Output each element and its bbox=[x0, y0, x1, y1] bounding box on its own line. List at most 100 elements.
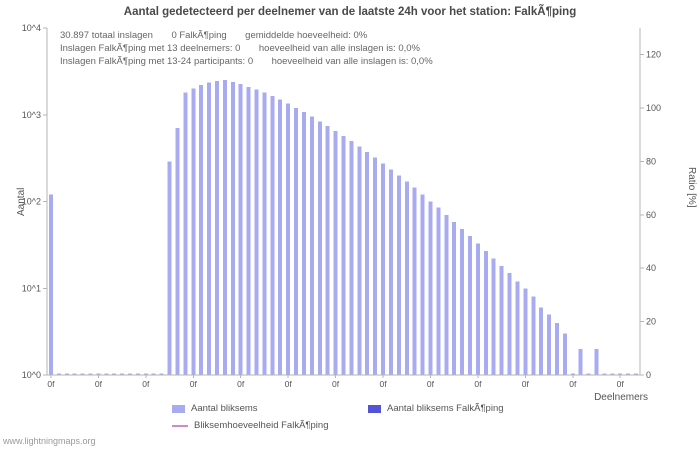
bar bbox=[199, 85, 204, 375]
chart-title: Aantal gedetecteerd per deelnemer van de… bbox=[123, 6, 577, 18]
bar bbox=[49, 194, 53, 375]
legend-label: Aantal bliksems bbox=[191, 403, 258, 414]
bar bbox=[404, 181, 409, 375]
bar bbox=[570, 373, 575, 375]
y-axis-tick: 10^0 bbox=[22, 370, 41, 380]
x-axis-tick: 0f bbox=[142, 379, 150, 389]
bar bbox=[388, 169, 393, 375]
x-axis-tick: 0f bbox=[569, 379, 577, 389]
bar bbox=[309, 116, 314, 375]
legend-item-ratio-line: Bliksemhoeveelheid FalkÃ¶ping bbox=[172, 420, 328, 431]
annotation-total: 30.897 totaal inslagen 0 FalkÃ¶ping gemi… bbox=[60, 30, 368, 41]
bar bbox=[302, 112, 306, 375]
bar bbox=[207, 82, 212, 375]
bar bbox=[634, 373, 638, 375]
x-axis-tick: 0f bbox=[47, 379, 55, 389]
bar bbox=[586, 373, 591, 375]
bar bbox=[112, 373, 117, 375]
x-axis-tick: 0f bbox=[474, 379, 482, 389]
bar bbox=[444, 214, 449, 375]
y-axis-tick: 10^3 bbox=[22, 110, 41, 120]
bar bbox=[578, 348, 583, 375]
bar bbox=[151, 373, 156, 375]
x-axis-tick: 0f bbox=[332, 379, 340, 389]
bar bbox=[143, 373, 148, 375]
x-axis-tick: 0f bbox=[427, 379, 435, 389]
bar bbox=[191, 88, 196, 375]
bar bbox=[515, 281, 520, 375]
bar bbox=[230, 81, 235, 376]
bar bbox=[460, 229, 465, 375]
bar bbox=[610, 373, 615, 375]
bar bbox=[183, 92, 188, 375]
bar bbox=[420, 194, 425, 375]
bar bbox=[539, 307, 544, 375]
y2-axis-tick: 0 bbox=[646, 370, 651, 380]
bar bbox=[373, 157, 378, 375]
bar bbox=[357, 146, 362, 375]
y2-axis-title: Ratio [%] bbox=[686, 167, 697, 208]
bar bbox=[547, 314, 552, 375]
x-axis-tick: 0f bbox=[379, 379, 387, 389]
bar bbox=[215, 81, 219, 375]
y2-axis-tick: 20 bbox=[646, 317, 656, 327]
tick-labels-group: 10^0 10^1 10^2 10^3 10^4 0 20 40 60 80 100 120 0f 0f 0… bbox=[22, 23, 661, 389]
bar bbox=[175, 128, 180, 375]
bar bbox=[396, 175, 401, 375]
bar bbox=[286, 103, 291, 376]
annotation-station-13-24: Inslagen FalkÃ¶ping met 13-24 participan… bbox=[60, 56, 433, 67]
bar bbox=[365, 152, 370, 375]
y-axis-tick: 10^1 bbox=[22, 283, 41, 293]
y-axis-title: Aantal bbox=[16, 187, 27, 216]
watermark-link[interactable]: www.lightningmaps.org bbox=[3, 436, 96, 446]
bar bbox=[135, 373, 140, 375]
bar bbox=[507, 273, 512, 375]
bar bbox=[222, 80, 227, 375]
bar bbox=[159, 373, 164, 375]
bar bbox=[475, 243, 480, 375]
bar bbox=[294, 107, 299, 376]
bar bbox=[56, 373, 61, 375]
bar bbox=[523, 288, 528, 376]
legend-item-bliksems-falkoping: Aantal bliksems FalkÃ¶ping bbox=[368, 403, 504, 414]
bar bbox=[254, 89, 259, 375]
bar bbox=[491, 258, 496, 375]
bar bbox=[341, 135, 346, 375]
bar bbox=[531, 296, 536, 375]
bar bbox=[72, 373, 77, 375]
bar bbox=[381, 163, 385, 375]
y2-axis-tick: 60 bbox=[646, 210, 656, 220]
bar bbox=[499, 266, 504, 375]
x-axis-tick: 0f bbox=[285, 379, 293, 389]
x-axis-title: Deelnemers bbox=[594, 392, 648, 403]
bar bbox=[238, 84, 243, 375]
bar bbox=[602, 373, 607, 375]
legend-swatch-ratio-line bbox=[172, 424, 188, 427]
bar bbox=[333, 131, 338, 375]
x-axis-tick: 0f bbox=[522, 379, 530, 389]
bar bbox=[626, 373, 631, 375]
annotation-station-13: Inslagen FalkÃ¶ping met 13 deelnemers: 0… bbox=[60, 43, 420, 54]
bar bbox=[483, 250, 488, 375]
bar bbox=[325, 126, 330, 375]
bar bbox=[618, 373, 623, 375]
bar bbox=[349, 140, 354, 375]
y2-axis-tick: 100 bbox=[646, 103, 661, 113]
y2-axis-tick: 120 bbox=[646, 50, 661, 60]
legend-label: Aantal bliksems FalkÃ¶ping bbox=[387, 403, 504, 414]
bar bbox=[246, 86, 251, 376]
bar bbox=[262, 92, 267, 375]
x-axis-tick: 0f bbox=[617, 379, 625, 389]
bar bbox=[278, 99, 283, 375]
bar bbox=[104, 373, 109, 375]
bar bbox=[88, 373, 93, 375]
bars-group bbox=[49, 80, 638, 376]
bar bbox=[270, 95, 275, 376]
legend-swatch-aantal-bliksems bbox=[172, 404, 185, 413]
bar bbox=[96, 373, 101, 375]
x-axis-tick: 0f bbox=[237, 379, 245, 389]
bar bbox=[555, 322, 559, 375]
bar bbox=[436, 207, 441, 375]
